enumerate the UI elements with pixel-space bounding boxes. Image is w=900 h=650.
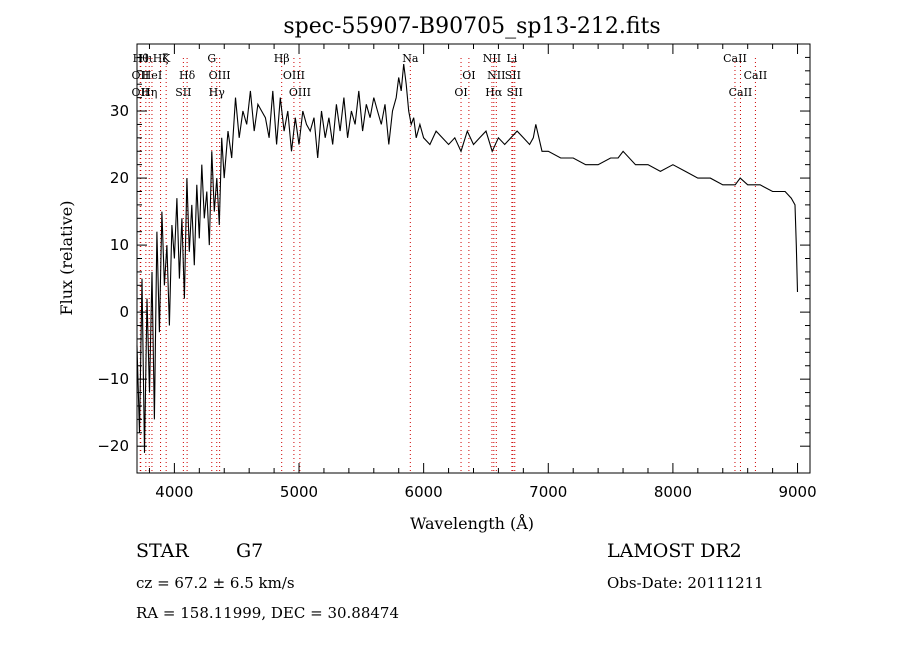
marker-label: OI [454,86,467,99]
y-tick-label: 0 [119,303,129,321]
x-tick-label: 9000 [778,483,816,501]
marker-label: Li [506,52,517,65]
y-tick-label: −20 [97,437,129,455]
marker-label: G [207,52,216,65]
coordinates-text: RA = 158.11999, DEC = 30.88474 [136,604,400,622]
marker-label: OI [462,69,475,82]
x-tick-label: 6000 [405,483,443,501]
marker-label: Hη [141,86,157,99]
spectral-line-labels: HθOIIOIIHιHηHeIHζKHδSIIGOIIIHγHβOIIIOIII… [132,52,768,99]
y-axis: −20 −10 0 10 20 30 [97,56,810,455]
obs-date: Obs-Date: 20111211 [607,574,764,592]
x-axis-label: Wavelength (Å) [410,513,534,533]
marker-label: OII [132,86,150,99]
marker-label: CaII [729,86,753,99]
object-subclass: G7 [236,540,264,562]
survey-label: LAMOST DR2 [607,540,742,562]
x-tick-label: 7000 [529,483,567,501]
marker-label: K [162,52,171,65]
marker-label: OII [132,69,150,82]
y-axis-label: Flux (relative) [57,201,76,316]
marker-label: NII [483,52,501,65]
marker-label: Hι [139,52,153,65]
y-tick-label: 20 [110,169,129,187]
x-tick-label: 5000 [280,483,318,501]
spectral-line-markers [139,58,756,473]
marker-label: OIII [209,69,231,82]
y-tick-label: 30 [110,102,129,120]
marker-label: CaII [723,52,747,65]
plot-frame [136,43,811,474]
marker-label: Hα [485,86,503,99]
marker-label: OIII [283,69,305,82]
marker-label: SII [507,86,523,99]
marker-label: HeI [142,69,162,82]
marker-label: SII [175,86,191,99]
x-tick-label: 8000 [654,483,692,501]
y-tick-label: −10 [97,370,129,388]
chart-title: spec-55907-B90705_sp13-212.fits [283,14,660,39]
marker-label: Hβ [274,52,290,65]
redshift-text: cz = 67.2 ± 6.5 km/s [136,574,295,592]
marker-label: SII [505,69,521,82]
object-class: STAR [136,540,189,562]
y-tick-label: 10 [110,236,129,254]
x-axis: 4000 5000 6000 7000 8000 9000 [148,44,817,501]
marker-label: Hγ [209,86,226,99]
marker-label: OIII [289,86,311,99]
x-tick-label: 4000 [155,483,193,501]
marker-label: NII [487,69,505,82]
marker-label: Na [402,52,419,65]
marker-label: Hδ [179,69,196,82]
marker-label: CaII [744,69,768,82]
spectrum-line [136,64,799,453]
marker-label: Hζ [153,52,169,65]
